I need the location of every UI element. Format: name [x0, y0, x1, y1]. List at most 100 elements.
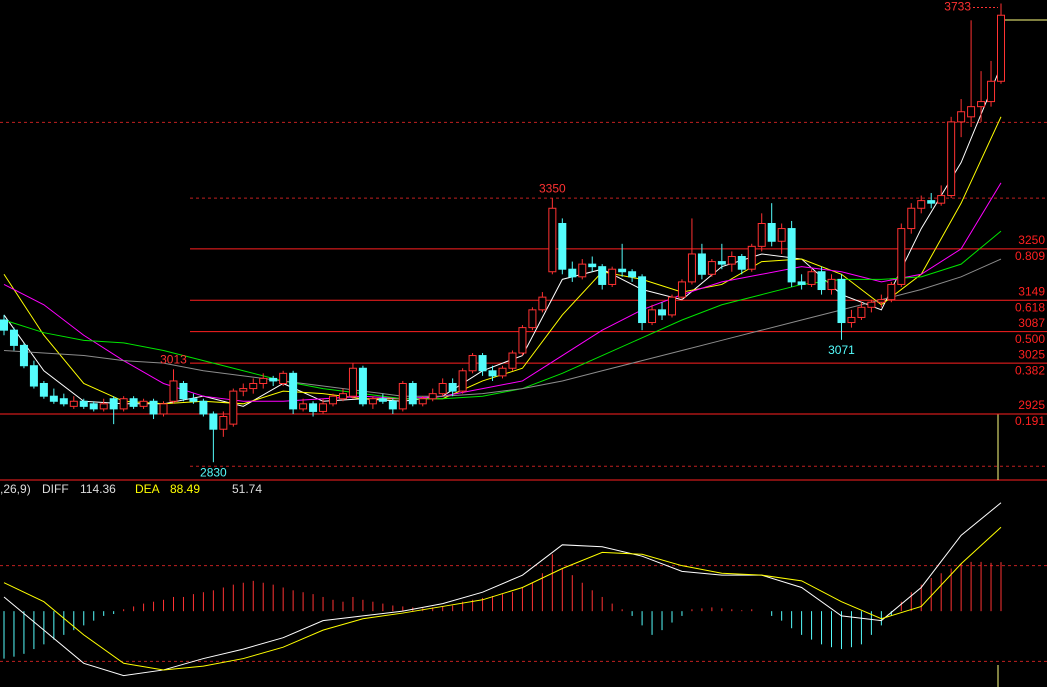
ma-line	[3, 258, 1002, 397]
candle-body	[199, 400, 208, 415]
candle-body	[518, 327, 527, 354]
candle-body	[707, 261, 716, 275]
candle-body	[329, 395, 338, 405]
candle-body	[658, 309, 667, 316]
dea-label: DEA	[135, 482, 160, 496]
candle-body	[867, 301, 876, 308]
candle-body	[269, 377, 278, 382]
candle-body	[578, 263, 587, 278]
candle-body	[99, 403, 108, 410]
candle-body	[279, 372, 288, 384]
level-price: 3250	[1018, 233, 1045, 247]
candle-body	[777, 228, 786, 242]
candle-body	[69, 400, 78, 407]
candle-body	[79, 400, 88, 407]
candle-body	[528, 309, 537, 329]
candle-body	[169, 380, 178, 402]
candle-body	[857, 306, 866, 318]
candle-body	[697, 253, 706, 275]
candle-body	[239, 388, 248, 392]
candle-body	[29, 365, 38, 387]
candle-body	[229, 390, 238, 425]
candle-body	[368, 398, 377, 405]
candle-body	[917, 200, 926, 209]
level-price: 3149	[1018, 284, 1045, 298]
candle-body	[428, 393, 437, 400]
candle-body	[677, 281, 686, 298]
candle-body	[418, 398, 427, 405]
candle-body	[937, 195, 946, 204]
level-ratio: 0.382	[1015, 363, 1045, 377]
candle-body	[907, 207, 916, 230]
candle-body	[837, 278, 846, 324]
candle-body	[398, 382, 407, 410]
candle-body	[319, 403, 328, 412]
level-ratio: 0.500	[1015, 332, 1045, 346]
candle-body	[59, 398, 68, 405]
candle-body	[388, 400, 397, 410]
candle-body	[39, 382, 48, 397]
candle-body	[667, 296, 676, 316]
candle-body	[49, 395, 58, 402]
candle-body	[508, 352, 517, 369]
candle-body	[89, 403, 98, 410]
candle-body	[568, 268, 577, 278]
candle-body	[249, 382, 258, 390]
candle-body	[877, 299, 886, 303]
candle-body	[628, 271, 637, 278]
candle-body	[348, 367, 357, 397]
candle-body	[309, 403, 318, 412]
candle-body	[887, 283, 896, 301]
candle-body	[19, 344, 28, 367]
candle-body	[987, 80, 996, 103]
candle-body	[109, 398, 118, 410]
candle-body	[159, 403, 168, 415]
diff-value: 114.36	[80, 482, 116, 496]
level-price: 2925	[1018, 398, 1045, 412]
annotation: 3350	[539, 181, 566, 195]
diff-line	[3, 502, 1002, 677]
candle-body	[927, 200, 936, 204]
candle-body	[259, 377, 268, 384]
candle-body	[787, 228, 796, 283]
candle-body	[997, 14, 1005, 82]
candle-body	[179, 382, 188, 400]
candle-body	[598, 266, 607, 285]
candle-body	[827, 278, 836, 291]
level-ratio: 0.191	[1015, 414, 1045, 428]
candle-body	[139, 400, 148, 407]
candle-body	[548, 207, 557, 273]
macd-params: ,26,9)	[0, 482, 31, 496]
candle-body	[378, 398, 387, 402]
annotation: 2830	[200, 465, 227, 479]
candle-body	[847, 316, 856, 324]
candle-body	[717, 261, 726, 265]
candle-body	[458, 370, 467, 392]
macd-value: 51.74	[232, 482, 262, 496]
candle-body	[648, 309, 657, 324]
candle-body	[468, 355, 477, 372]
candle-body	[408, 382, 417, 405]
ma-line	[3, 116, 1002, 405]
annotation: 3733	[944, 0, 971, 14]
candle-body	[538, 296, 547, 311]
candle-body	[797, 281, 806, 285]
candle-body	[727, 256, 736, 265]
candle-body	[119, 398, 128, 410]
candle-body	[618, 268, 627, 273]
candle-body	[289, 372, 298, 410]
candle-body	[807, 271, 816, 285]
candle-body	[967, 106, 976, 118]
candle-body	[0, 319, 8, 331]
candle-body	[558, 222, 567, 270]
candle-body	[219, 416, 228, 430]
dea-line	[3, 526, 1002, 671]
candle-body	[149, 400, 158, 415]
candle-body	[438, 382, 447, 395]
candle-body	[608, 268, 617, 285]
candle-body	[9, 329, 18, 346]
candle-body	[947, 121, 956, 197]
candle-body	[488, 370, 497, 377]
